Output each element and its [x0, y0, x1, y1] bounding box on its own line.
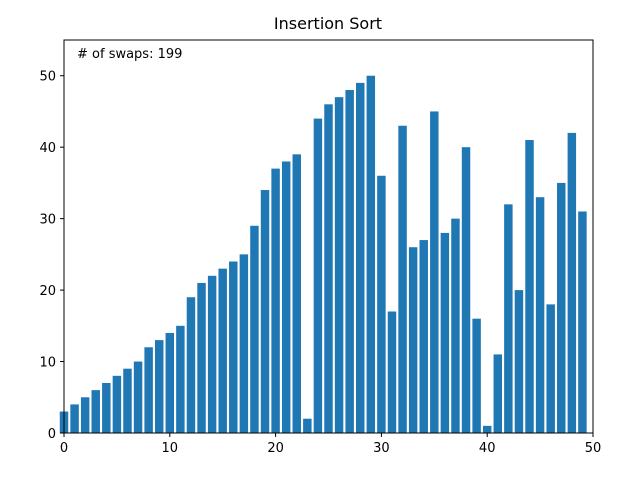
y-axis-ticks: 0 10 20 30 40 50: [39, 70, 64, 442]
bar-18: [250, 225, 259, 433]
x-tick-label: 0: [60, 441, 68, 456]
bar-23: [303, 418, 312, 433]
bar-44: [525, 140, 534, 433]
bar-37: [451, 218, 460, 433]
bar-32: [398, 125, 407, 433]
y-tick-label: 30: [39, 213, 56, 228]
bar-11: [176, 325, 185, 433]
bar-46: [546, 304, 555, 433]
bar-40: [482, 425, 492, 433]
bar-7: [133, 361, 143, 433]
y-tick-label: 50: [39, 70, 56, 85]
bar-4: [102, 382, 111, 433]
bar-24: [313, 118, 323, 433]
bar-5: [112, 375, 122, 433]
bar-42: [504, 204, 513, 433]
swap-count-annotation: # of swaps: 199: [77, 47, 182, 62]
bar-14: [207, 275, 217, 433]
x-tick-label: 50: [585, 441, 602, 456]
bar-9: [154, 340, 164, 433]
bar-38: [461, 147, 471, 433]
bar-30: [377, 175, 386, 433]
bars-group: [59, 75, 587, 434]
bar-47: [557, 182, 566, 433]
bar-12: [186, 297, 196, 433]
bar-28: [356, 82, 365, 433]
bar-27: [345, 90, 354, 433]
bar-3: [91, 390, 100, 433]
bar-33: [408, 247, 418, 433]
bar-2: [80, 397, 90, 433]
bar-26: [334, 97, 344, 433]
x-axis-ticks: 0 10 20 30 40 50: [60, 433, 601, 456]
bar-1: [70, 404, 79, 433]
bar-17: [239, 254, 249, 433]
y-tick-label: 0: [48, 427, 56, 442]
bar-39: [472, 318, 481, 433]
bar-41: [493, 354, 503, 433]
bar-22: [292, 154, 301, 433]
bar-29: [366, 75, 376, 434]
y-tick-label: 10: [39, 356, 56, 371]
y-tick-label: 40: [39, 141, 56, 156]
bar-34: [419, 240, 428, 433]
bar-25: [324, 104, 333, 434]
bar-43: [514, 290, 524, 433]
x-tick-label: 30: [373, 441, 390, 456]
y-tick-label: 20: [39, 284, 56, 299]
chart-title: Insertion Sort: [274, 14, 382, 33]
x-tick-label: 40: [479, 441, 496, 456]
bar-45: [535, 197, 545, 433]
bar-16: [229, 261, 238, 433]
bar-36: [440, 232, 450, 433]
x-tick-label: 10: [162, 441, 179, 456]
bar-15: [218, 268, 227, 433]
bar-19: [260, 190, 270, 433]
bar-20: [271, 168, 280, 434]
bar-13: [197, 282, 206, 433]
bar-31: [387, 311, 397, 433]
bar-10: [165, 332, 175, 433]
bar-48: [567, 132, 577, 433]
x-tick-label: 20: [267, 441, 284, 456]
bar-35: [430, 111, 439, 434]
bar-49: [578, 211, 587, 433]
bar-21: [281, 161, 291, 434]
plot-frame: [63, 39, 594, 434]
bar-6: [123, 368, 132, 433]
bar-8: [144, 347, 153, 433]
